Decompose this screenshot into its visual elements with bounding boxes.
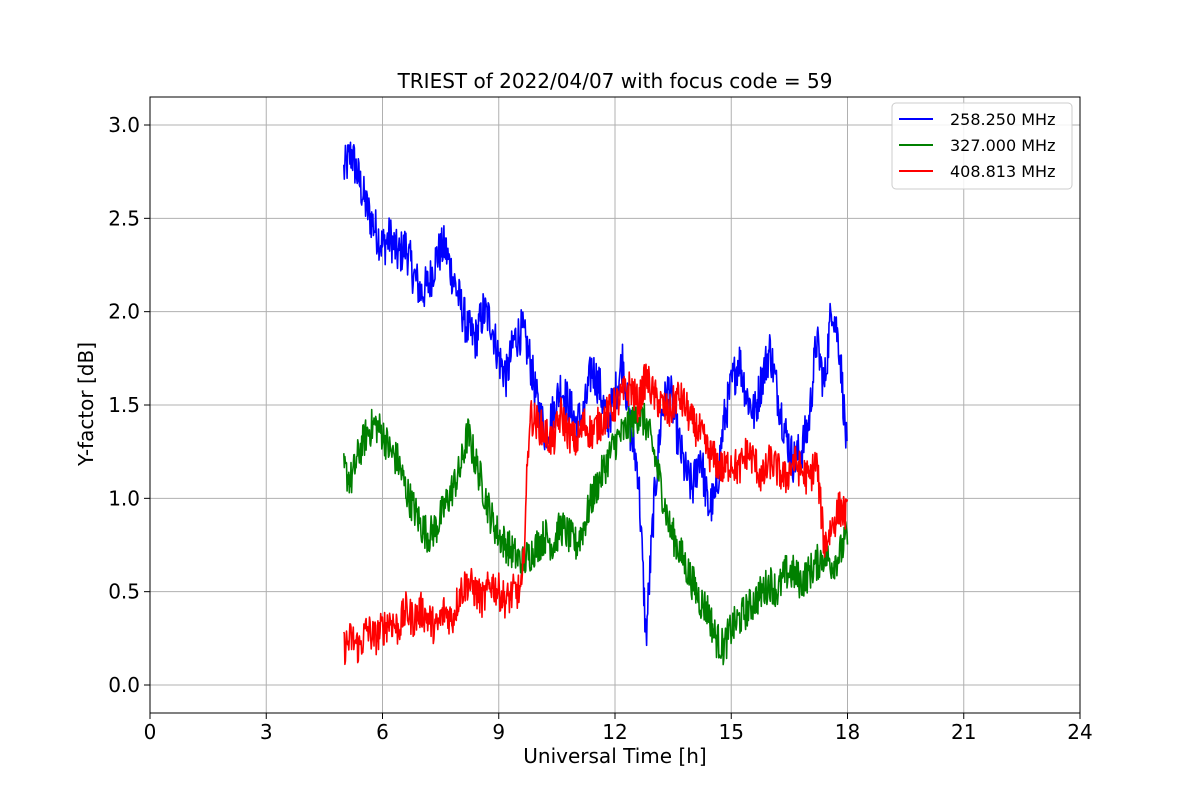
series-line-1 bbox=[343, 401, 849, 666]
x-tick-label: 12 bbox=[602, 720, 627, 744]
y-tick-label: 1.5 bbox=[108, 393, 140, 417]
x-tick-label: 24 bbox=[1067, 720, 1092, 744]
series-layer bbox=[343, 141, 849, 666]
series-line-2 bbox=[343, 363, 849, 666]
x-axis-label: Universal Time [h] bbox=[523, 744, 706, 768]
y-axis-label: Y-factor [dB] bbox=[74, 342, 98, 467]
series-line-0 bbox=[343, 141, 848, 647]
x-tick-label: 21 bbox=[951, 720, 976, 744]
x-tick-label: 0 bbox=[144, 720, 157, 744]
legend-label-408-mhz: 408.813 MHz bbox=[950, 162, 1055, 181]
x-tick-label: 9 bbox=[492, 720, 505, 744]
y-tick-label: 3.0 bbox=[108, 113, 140, 137]
y-tick-label: 0.5 bbox=[108, 580, 140, 604]
x-tick-label: 6 bbox=[376, 720, 389, 744]
y-tick-label: 1.0 bbox=[108, 486, 140, 510]
x-tick-label: 3 bbox=[260, 720, 273, 744]
y-tick-label: 0.0 bbox=[108, 673, 140, 697]
x-tick-label: 18 bbox=[835, 720, 860, 744]
legend-label-258-mhz: 258.250 MHz bbox=[950, 110, 1055, 129]
tick-layer: 0 3 6 9 12 15 18 21 24 0.0 0.5 1.0 1.5 2.0 2.5 3.0 bbox=[108, 113, 1093, 744]
chart-title: TRIEST of 2022/04/07 with focus code = 5… bbox=[397, 69, 833, 93]
y-tick-label: 2.5 bbox=[108, 206, 140, 230]
x-tick-label: 15 bbox=[719, 720, 744, 744]
y-tick-label: 2.0 bbox=[108, 300, 140, 324]
legend-label-327-mhz: 327.000 MHz bbox=[950, 136, 1055, 155]
legend-box bbox=[891, 102, 1073, 190]
legend: 258.250 MHz 327.000 MHz 408.813 MHz bbox=[891, 102, 1073, 190]
